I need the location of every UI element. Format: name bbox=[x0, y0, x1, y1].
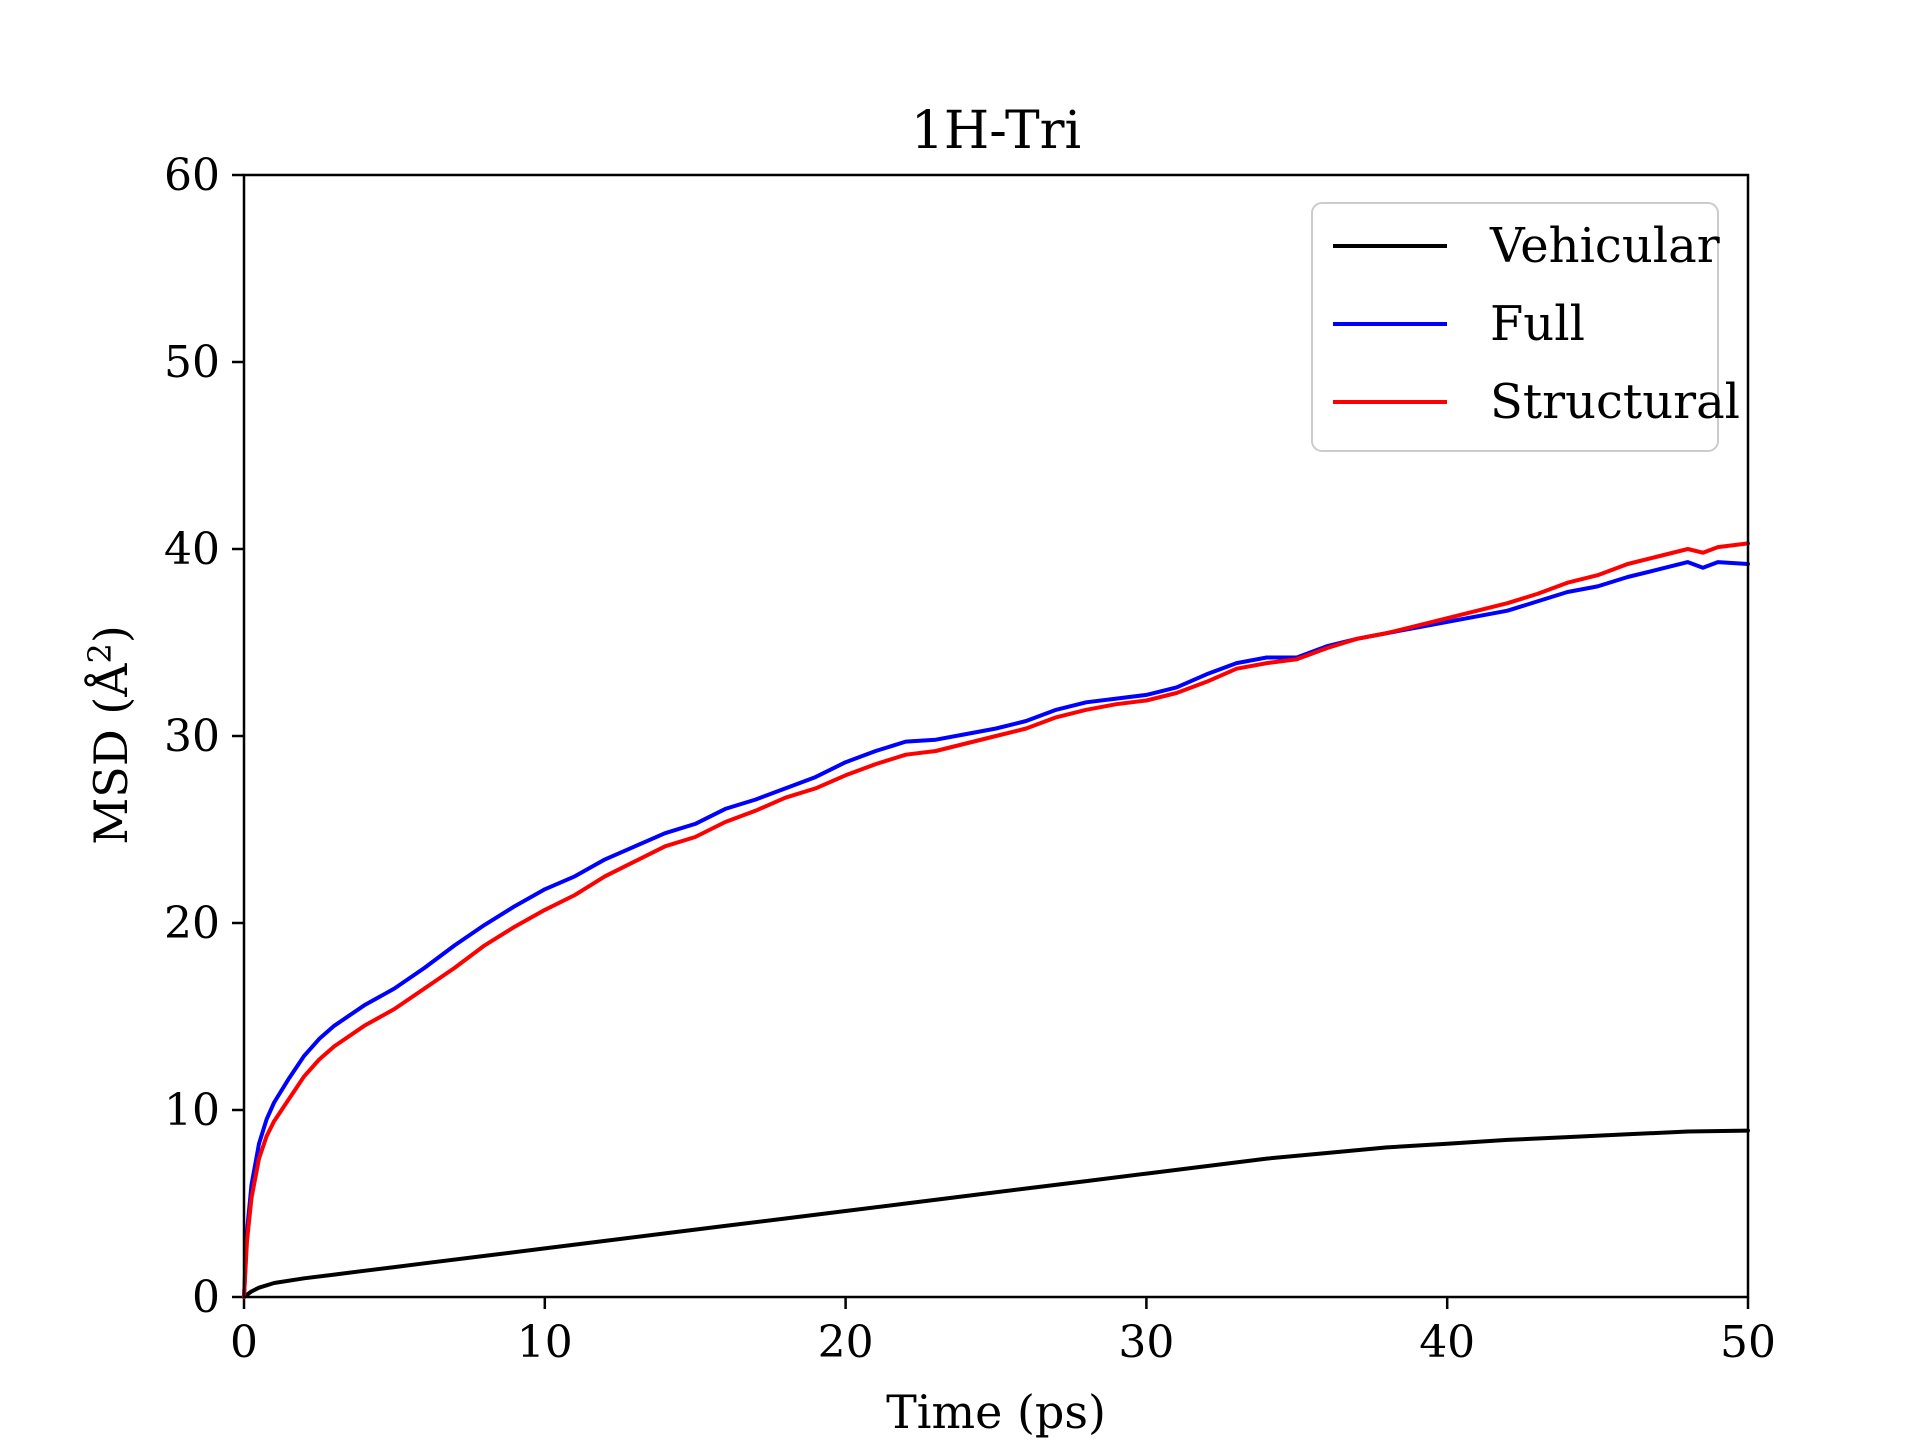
y-tick-label: 0 bbox=[192, 1272, 220, 1323]
y-tick-label: 30 bbox=[164, 711, 220, 762]
series-line-full bbox=[242, 560, 1750, 1299]
y-tick-label: 40 bbox=[164, 524, 220, 575]
y-axis-label-close: ) bbox=[84, 625, 138, 643]
legend-items: Vehicular Full Structural bbox=[1333, 218, 1740, 430]
chart-title: 1H-Tri bbox=[911, 101, 1081, 161]
y-tick-label: 60 bbox=[164, 150, 220, 201]
y-tick-label: 50 bbox=[164, 337, 220, 388]
plot-frame bbox=[242, 173, 1750, 1299]
y-axis-label-main: MSD (Å bbox=[83, 663, 138, 845]
x-tick-label: 20 bbox=[818, 1317, 874, 1368]
legend-label-vehicular: Vehicular bbox=[1489, 218, 1720, 274]
y-axis-label: MSD (Å2) bbox=[81, 625, 138, 845]
series-layer bbox=[242, 541, 1750, 1299]
x-tick-label: 40 bbox=[1419, 1317, 1475, 1368]
legend-box bbox=[1311, 202, 1719, 452]
y-axis-label-superscript: 2 bbox=[81, 643, 119, 663]
x-axis-label: Time (ps) bbox=[886, 1385, 1106, 1439]
x-tick-label: 50 bbox=[1720, 1317, 1776, 1368]
series-line-vehicular bbox=[242, 1128, 1750, 1299]
x-tick-label: 10 bbox=[517, 1317, 573, 1368]
legend-label-full: Full bbox=[1490, 296, 1585, 352]
x-tick-label: 30 bbox=[1118, 1317, 1174, 1368]
y-tick-label: 10 bbox=[164, 1085, 220, 1136]
series-line-structural bbox=[242, 541, 1750, 1299]
ticks-layer: 0 10 20 30 40 50 0 10 20 30 40 50 60 bbox=[164, 150, 1776, 1368]
y-tick-label: 20 bbox=[164, 898, 220, 949]
x-tick-label: 0 bbox=[230, 1317, 258, 1368]
legend-label-structural: Structural bbox=[1490, 374, 1740, 430]
legend: Vehicular Full Structural bbox=[1311, 202, 1740, 452]
